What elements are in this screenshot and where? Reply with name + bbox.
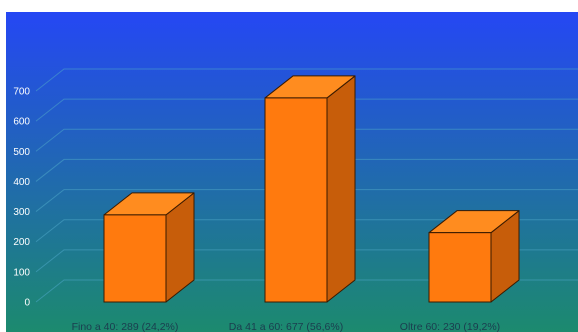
category-label: Da 41 a 60: 677 (56,6%) — [229, 321, 343, 332]
y-tick-label: 100 — [13, 267, 30, 278]
bar — [265, 76, 355, 302]
x-axis-labels: Fino a 40: 289 (24,2%) Da 41 a 60: 677 (5… — [72, 321, 501, 332]
y-tick-label: 400 — [13, 177, 30, 188]
category-label: Fino a 40: 289 (24,2%) — [72, 321, 179, 332]
y-tick-label: 300 — [13, 207, 30, 218]
y-tick-label: 0 — [24, 298, 30, 309]
bar-side-face — [327, 76, 355, 302]
bar — [429, 211, 519, 302]
bar-chart: 0 100 200 300 400 500 600 700 Fino a 40: 289 (2… — [6, 12, 578, 332]
chart-area: 0 100 200 300 400 500 600 700 Fino a 40: 289 (2… — [6, 12, 578, 332]
category-label: Oltre 60: 230 (19,2%) — [400, 321, 500, 332]
y-tick-label: 200 — [13, 237, 30, 248]
y-tick-label: 700 — [13, 87, 30, 98]
bar-front-face — [104, 215, 166, 302]
bar-front-face — [429, 233, 491, 302]
y-tick-label: 500 — [13, 147, 30, 158]
bar — [104, 193, 194, 302]
y-tick-label: 600 — [13, 117, 30, 128]
bar-front-face — [265, 98, 327, 302]
